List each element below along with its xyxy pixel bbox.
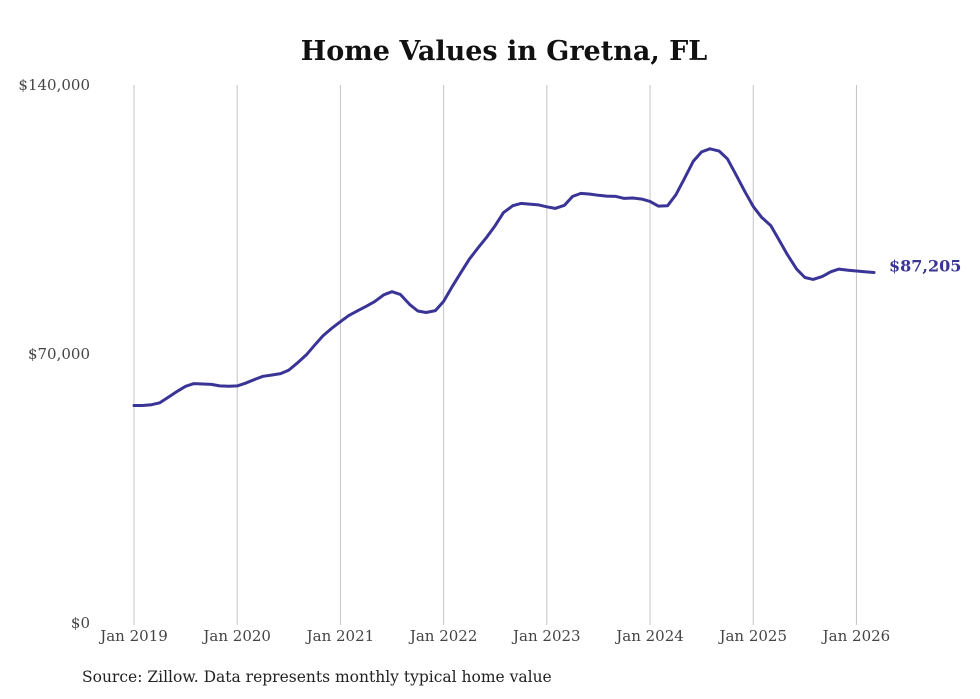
- source-note: Source: Zillow. Data represents monthly …: [82, 668, 552, 686]
- y-tick-label: $0: [71, 614, 90, 632]
- x-tick-label: Jan 2019: [98, 627, 168, 645]
- series-line-home-value: [132, 147, 876, 407]
- x-tick-label: Jan 2021: [305, 627, 375, 645]
- gridlines: [133, 85, 857, 625]
- y-axis-ticks: $0 $70,000 $140,000: [18, 76, 90, 632]
- y-tick-label: $140,000: [18, 76, 90, 94]
- x-tick-label: Jan 2020: [201, 627, 271, 645]
- x-tick-label: Jan 2022: [408, 627, 478, 645]
- x-tick-label: Jan 2026: [821, 627, 891, 645]
- x-tick-label: Jan 2025: [717, 627, 787, 645]
- series-end-label: $87,205: [889, 257, 961, 276]
- x-tick-label: Jan 2024: [614, 627, 684, 645]
- x-axis-ticks: Jan 2019 Jan 2020 Jan 2021 Jan 2022 Jan 2023…: [98, 627, 890, 645]
- x-tick-label: Jan 2023: [511, 627, 581, 645]
- y-tick-label: $70,000: [28, 345, 90, 363]
- chart-title: Home Values in Gretna, FL: [301, 36, 708, 67]
